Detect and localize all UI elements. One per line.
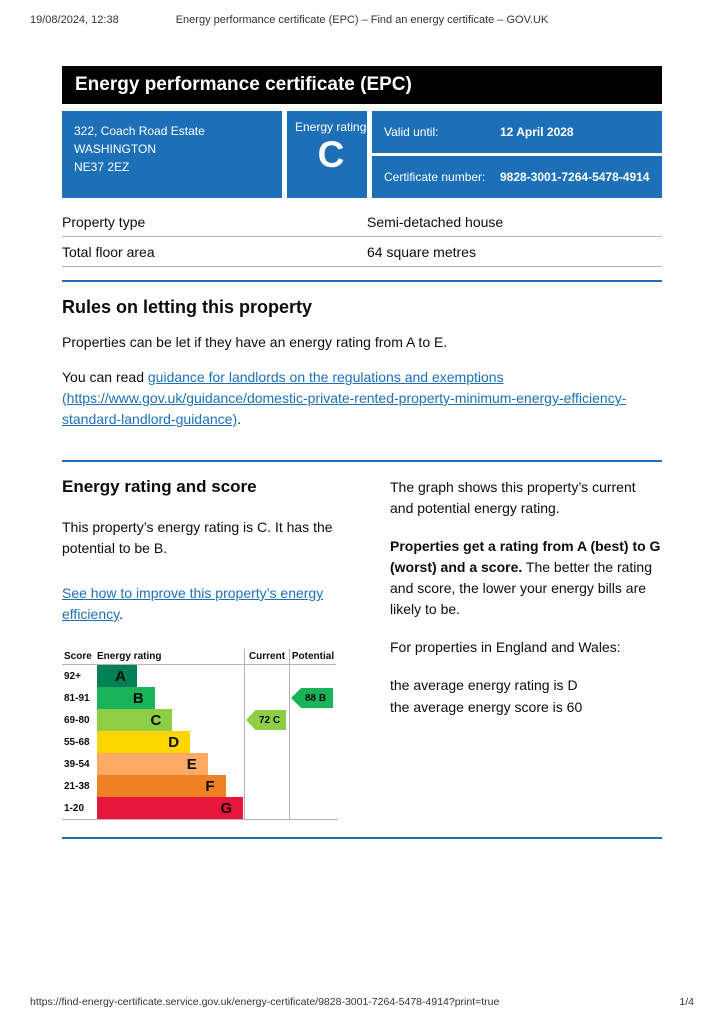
epc-band-score: 81-91 xyxy=(64,692,90,704)
epc-band-row: 69-80 C xyxy=(62,709,244,731)
improve-efficiency-link[interactable]: See how to improve this property’s energ… xyxy=(62,585,324,622)
average-score-line: the average energy score is 60 xyxy=(390,698,583,715)
table-row: Total floor area 64 square metres xyxy=(62,237,662,267)
graph-description-text: The graph shows this property’s current … xyxy=(390,479,636,516)
certificate-meta: Valid until: 12 April 2028 Certificate n… xyxy=(372,111,662,198)
epc-band-row: 1-20 G xyxy=(62,797,244,819)
section-divider xyxy=(62,837,662,839)
epc-band-letter: A xyxy=(115,667,126,685)
rules-paragraph-1: Properties can be let if they have an en… xyxy=(62,334,448,350)
rating-and-score-section: Energy rating and score This property’s … xyxy=(62,477,662,820)
certificate-number-label: Certificate number: xyxy=(384,170,486,184)
address-line-1: 322, Coach Road Estate xyxy=(74,124,205,138)
rating-intro-text: This property’s energy rating is C. It h… xyxy=(62,519,333,556)
print-page-title: Energy performance certificate (EPC) – F… xyxy=(175,14,549,26)
epc-band-bar: C xyxy=(97,709,173,731)
property-address: 322, Coach Road Estate WASHINGTON NE37 2… xyxy=(62,111,282,198)
improve-efficiency-suffix: . xyxy=(119,606,123,622)
energy-rating-column-header: Energy rating xyxy=(97,651,162,662)
epc-potential-rating-arrow: 88 B xyxy=(291,688,333,708)
certificate-summary: 322, Coach Road Estate WASHINGTON NE37 2… xyxy=(62,111,662,198)
epc-band-score: 55-68 xyxy=(64,736,90,748)
epc-band-letter: B xyxy=(132,689,144,707)
epc-band-row: 81-91 B xyxy=(62,687,244,709)
print-timestamp: 19/08/2024, 12:38 xyxy=(30,14,119,26)
epc-band-bar: E xyxy=(97,753,208,775)
valid-until-label: Valid until: xyxy=(384,125,439,139)
print-header: 19/08/2024, 12:38 Energy performance cer… xyxy=(30,14,694,26)
certificate-number-row: Certificate number: 9828-3001-7264-5478-… xyxy=(372,156,662,198)
landlord-guidance-link[interactable]: guidance for landlords on the regulation… xyxy=(62,369,627,427)
section-divider xyxy=(62,280,662,282)
certificate-title-banner: Energy performance certificate (EPC) xyxy=(62,66,662,104)
valid-until-row: Valid until: 12 April 2028 xyxy=(372,111,662,153)
england-wales-text: For properties in England and Wales: xyxy=(390,639,621,655)
potential-column-header: Potential xyxy=(290,649,336,665)
epc-band-score: 39-54 xyxy=(64,758,90,770)
table-row: Property type Semi-detached house xyxy=(62,207,662,237)
average-rating-line: the average energy rating is D xyxy=(390,677,578,693)
rating-score-right-column: The graph shows this property’s current … xyxy=(390,477,662,820)
property-type-label: Property type xyxy=(62,214,146,230)
rating-explanation-text: Properties get a rating from A (best) to… xyxy=(390,536,662,620)
epc-band-bar: B xyxy=(97,687,155,709)
epc-band-score: 69-80 xyxy=(64,714,90,726)
property-details-table: Property type Semi-detached house Total … xyxy=(62,207,662,267)
rules-paragraph-2: You can read guidance for landlords on t… xyxy=(62,367,662,430)
epc-band-rows: 92+ A 81-91 B 69-80 C 55-68 D 39-54 E 21-38 F 1-20 G xyxy=(62,665,244,819)
epc-bands-area: Score Energy rating 92+ A 81-91 B 69-80 C 55-6… xyxy=(62,649,245,819)
epc-band-score: 1-20 xyxy=(64,802,85,814)
epc-band-score: 21-38 xyxy=(64,780,90,792)
epc-band-letter: G xyxy=(220,799,233,817)
property-type-value: Semi-detached house xyxy=(367,214,504,230)
epc-potential-column: Potential 88 B xyxy=(290,649,336,819)
epc-band-row: 39-54 E xyxy=(62,753,244,775)
epc-current-column: Current 72 C xyxy=(245,649,290,819)
improve-efficiency-text: See how to improve this property’s energ… xyxy=(62,583,337,625)
rating-explanation-rest: The better the rating and score, the low… xyxy=(390,559,652,617)
score-column-header: Score xyxy=(64,651,92,662)
floor-area-value: 64 square metres xyxy=(367,244,476,260)
epc-band-bar: D xyxy=(97,731,191,753)
current-column-header: Current xyxy=(245,649,289,665)
epc-band-bar: A xyxy=(97,665,137,687)
epc-band-letter: C xyxy=(150,711,162,729)
rating-score-heading: Energy rating and score xyxy=(62,477,257,496)
epc-band-score: 92+ xyxy=(64,670,81,682)
energy-rating-label: Energy rating xyxy=(295,120,367,134)
floor-area-label: Total floor area xyxy=(62,244,155,260)
epc-band-letter: D xyxy=(168,733,180,751)
rating-explanation-bold: Properties get a rating from A (best) to… xyxy=(390,538,661,575)
epc-chart-header: Score Energy rating xyxy=(62,649,244,665)
epc-band-bar: F xyxy=(97,775,226,797)
energy-rating-box: Energy rating C xyxy=(287,111,367,198)
epc-band-row: 21-38 F xyxy=(62,775,244,797)
rules-heading: Rules on letting this property xyxy=(62,297,313,317)
print-footer-page-number: 1/4 xyxy=(679,996,694,1008)
section-divider xyxy=(62,460,662,462)
epc-current-rating-arrow: 72 C xyxy=(246,710,286,730)
rating-score-left-column: Energy rating and score This property’s … xyxy=(62,477,338,820)
rules-paragraph-2-suffix: . xyxy=(237,411,241,427)
address-line-2: WASHINGTON xyxy=(74,142,157,156)
average-stats: the average energy rating is D the avera… xyxy=(390,675,662,718)
epc-rating-chart: Score Energy rating 92+ A 81-91 B 69-80 C 55-6… xyxy=(62,649,338,820)
print-footer: https://find-energy-certificate.service.… xyxy=(30,996,694,1008)
epc-band-letter: E xyxy=(186,755,197,773)
certificate-page: Energy performance certificate (EPC) 322… xyxy=(62,66,662,839)
epc-band-row: 55-68 D xyxy=(62,731,244,753)
energy-rating-value: C xyxy=(317,134,345,175)
epc-band-bar: G xyxy=(97,797,244,819)
print-footer-url: https://find-energy-certificate.service.… xyxy=(30,996,500,1008)
valid-until-value: 12 April 2028 xyxy=(500,125,574,139)
epc-band-letter: F xyxy=(205,777,215,795)
certificate-number-value: 9828-3001-7264-5478-4914 xyxy=(500,170,650,184)
rules-paragraph-2-prefix: You can read xyxy=(62,369,148,385)
epc-band-row: 92+ A xyxy=(62,665,244,687)
address-line-3: NE37 2EZ xyxy=(74,160,130,174)
